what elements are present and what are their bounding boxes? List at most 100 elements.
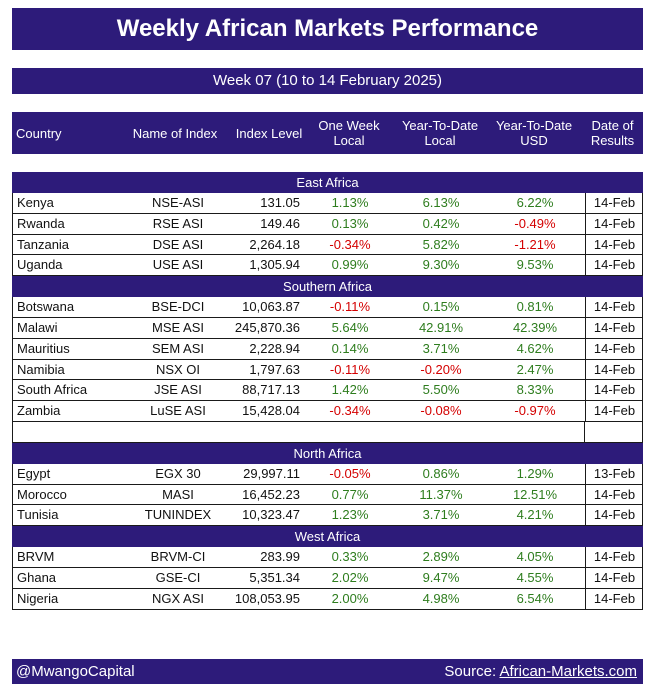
usd-cell: 4.62%: [516, 340, 554, 356]
ytd-cell: 2.89%: [422, 549, 460, 565]
header-week: One Week Local: [312, 118, 386, 148]
week-cell: 0.77%: [331, 486, 369, 502]
level-cell: 2,228.94: [249, 340, 300, 356]
date-cell: 14-Feb: [585, 505, 643, 526]
date-cell: 14-Feb: [585, 484, 643, 505]
header-date-line1: Date of: [591, 118, 634, 133]
header-ytd-line1: Year-To-Date: [401, 118, 479, 133]
usd-cell: 8.33%: [516, 382, 554, 398]
header-date: Date of Results: [584, 118, 641, 148]
week-cell: 1.42%: [331, 382, 369, 398]
week-cell: -0.34%: [329, 403, 371, 419]
level-cell: 1,305.94: [249, 257, 300, 273]
ytd-cell: 0.42%: [422, 215, 460, 231]
usd-cell: -0.49%: [514, 215, 556, 231]
country-cell: Tanzania: [17, 236, 70, 252]
usd-cell: -0.97%: [514, 403, 556, 419]
date-cell: 14-Feb: [585, 401, 643, 421]
table-row: Mauritius SEM ASI 2,228.94 0.14% 3.71% 4.62% 1…: [12, 338, 643, 360]
ytd-cell: 3.71%: [422, 507, 460, 523]
ytd-cell: 9.47%: [422, 569, 460, 585]
footer-source-link[interactable]: African-Markets.com: [499, 663, 637, 680]
table-header: Country Name of Index Index Level One We…: [12, 112, 643, 154]
country-cell: Kenya: [17, 195, 54, 210]
week-cell: -0.11%: [329, 299, 371, 315]
week-cell: 1.23%: [331, 507, 369, 523]
country-cell: Uganda: [17, 257, 63, 273]
footer: @MwangoCapital Source: African-Markets.c…: [12, 659, 643, 684]
index-cell: DSE ASI: [152, 236, 204, 252]
level-cell: 149.46: [260, 215, 300, 231]
table-row: Tunisia TUNINDEX 10,323.47 1.23% 3.71% 4.21% 1…: [12, 505, 643, 527]
ytd-cell: 6.13%: [422, 195, 460, 210]
level-cell: 10,063.87: [242, 299, 300, 315]
date-cell: 14-Feb: [585, 255, 643, 276]
table-row: Namibia NSX OI 1,797.63 -0.11% -0.20% 2.47% 14…: [12, 359, 643, 381]
ytd-cell: 0.15%: [422, 299, 460, 315]
level-cell: 2,264.18: [249, 236, 300, 252]
table-row: Egypt EGX 30 29,997.11 -0.05% 0.86% 1.29% 13-F…: [12, 463, 643, 485]
week-cell: 2.02%: [331, 569, 369, 585]
level-cell: 5,351.34: [249, 569, 300, 585]
index-cell: MSE ASI: [151, 319, 205, 335]
ytd-cell: 5.82%: [422, 236, 460, 252]
header-index: Name of Index: [132, 125, 218, 141]
index-cell: BRVM-CI: [150, 549, 206, 565]
index-cell: NSX OI: [155, 361, 201, 377]
level-cell: 283.99: [260, 549, 300, 565]
week-cell: 0.99%: [331, 257, 369, 273]
header-ytd-line2: Local: [424, 133, 456, 148]
date-cell: 13-Feb: [585, 463, 643, 484]
ytd-cell: 9.30%: [422, 257, 460, 273]
ytd-cell: -0.20%: [420, 361, 462, 377]
usd-cell: 1.29%: [516, 465, 554, 481]
usd-cell: 12.51%: [512, 486, 558, 502]
level-cell: 245,870.36: [234, 319, 300, 335]
table-row: Uganda USE ASI 1,305.94 0.99% 9.30% 9.53% 14-F…: [12, 255, 643, 277]
table-row: Botswana BSE-DCI 10,063.87 -0.11% 0.15% 0.81%…: [12, 297, 643, 318]
index-cell: BSE-DCI: [151, 299, 205, 315]
index-cell: SEM ASI: [151, 340, 205, 356]
level-cell: 131.05: [260, 195, 300, 210]
usd-cell: 4.21%: [516, 507, 554, 523]
usd-cell: 6.54%: [516, 590, 554, 606]
date-cell: 14-Feb: [585, 193, 643, 213]
header-week-line1: One Week: [318, 118, 380, 133]
usd-cell: 42.39%: [512, 319, 558, 335]
footer-handle: @MwangoCapital: [16, 663, 135, 680]
region-header: West Africa: [12, 526, 643, 548]
date-cell: 14-Feb: [585, 297, 643, 317]
table-row: Kenya NSE-ASI 131.05 1.13% 6.13% 6.22% 14-Feb: [12, 193, 643, 214]
table-row: Nigeria NGX ASI 108,053.95 2.00% 4.98% 6.54% 1…: [12, 588, 643, 610]
index-cell: USE ASI: [152, 257, 204, 273]
divider: [584, 421, 585, 442]
index-cell: EGX 30: [155, 465, 201, 481]
usd-cell: 4.05%: [516, 549, 554, 565]
table-row: Malawi MSE ASI 245,870.36 5.64% 42.91% 42.39%…: [12, 317, 643, 339]
page-title: Weekly African Markets Performance: [12, 8, 643, 50]
index-cell: NSE-ASI: [151, 195, 204, 210]
date-cell: 14-Feb: [585, 547, 643, 567]
header-ytd-usd: Year-To-Date USD: [490, 118, 578, 148]
country-cell: South Africa: [17, 382, 88, 398]
table-row: Zambia LuSE ASI 15,428.04 -0.34% -0.08% -0.97…: [12, 401, 643, 422]
ytd-cell: 5.50%: [422, 382, 460, 398]
usd-cell: 2.47%: [516, 361, 554, 377]
week-cell: 0.13%: [331, 215, 369, 231]
level-cell: 108,053.95: [234, 590, 300, 606]
ytd-cell: 11.37%: [419, 486, 463, 502]
date-cell: 14-Feb: [585, 588, 643, 609]
usd-cell: 9.53%: [516, 257, 554, 273]
footer-source-label: Source:: [444, 663, 500, 680]
index-cell: RSE ASI: [152, 215, 204, 231]
date-cell: 14-Feb: [585, 338, 643, 359]
week-cell: 0.14%: [331, 340, 369, 356]
level-cell: 29,997.11: [243, 465, 300, 481]
country-cell: Nigeria: [17, 590, 59, 606]
country-cell: Malawi: [17, 319, 58, 335]
country-cell: Mauritius: [17, 340, 70, 356]
header-usd-line2: USD: [520, 133, 548, 148]
table-row: Ghana GSE-CI 5,351.34 2.02% 9.47% 4.55% 14-Feb: [12, 567, 643, 589]
table-row: South Africa JSE ASI 88,717.13 1.42% 5.50% 8.…: [12, 380, 643, 402]
country-cell: BRVM: [17, 549, 55, 565]
